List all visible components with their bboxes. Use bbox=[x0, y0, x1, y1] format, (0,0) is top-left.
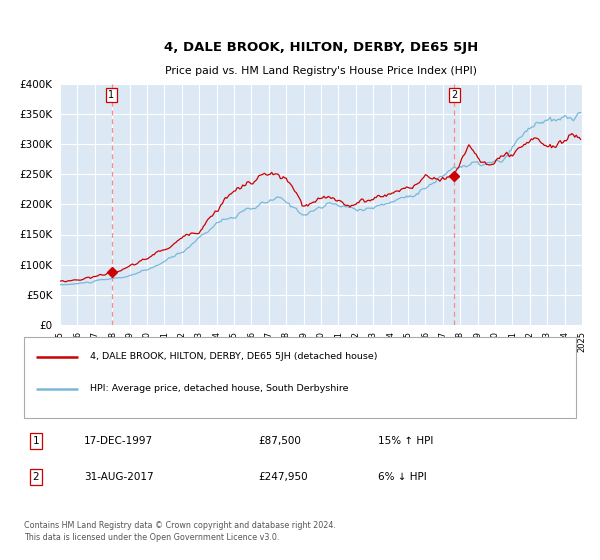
Text: 31-AUG-2017: 31-AUG-2017 bbox=[84, 472, 154, 482]
Text: Price paid vs. HM Land Registry's House Price Index (HPI): Price paid vs. HM Land Registry's House … bbox=[165, 67, 477, 77]
Text: 6% ↓ HPI: 6% ↓ HPI bbox=[378, 472, 427, 482]
Text: 17-DEC-1997: 17-DEC-1997 bbox=[84, 436, 153, 446]
Text: 1: 1 bbox=[109, 90, 115, 100]
Text: 2: 2 bbox=[32, 472, 40, 482]
Text: 4, DALE BROOK, HILTON, DERBY, DE65 5JH: 4, DALE BROOK, HILTON, DERBY, DE65 5JH bbox=[164, 41, 478, 54]
Text: 1: 1 bbox=[32, 436, 40, 446]
Text: £87,500: £87,500 bbox=[258, 436, 301, 446]
Text: HPI: Average price, detached house, South Derbyshire: HPI: Average price, detached house, Sout… bbox=[90, 385, 349, 394]
Text: £247,950: £247,950 bbox=[258, 472, 308, 482]
Text: Contains HM Land Registry data © Crown copyright and database right 2024.
This d: Contains HM Land Registry data © Crown c… bbox=[24, 521, 336, 542]
FancyBboxPatch shape bbox=[24, 337, 576, 418]
Text: 2: 2 bbox=[451, 90, 458, 100]
Text: 4, DALE BROOK, HILTON, DERBY, DE65 5JH (detached house): 4, DALE BROOK, HILTON, DERBY, DE65 5JH (… bbox=[90, 352, 377, 361]
Text: 15% ↑ HPI: 15% ↑ HPI bbox=[378, 436, 433, 446]
